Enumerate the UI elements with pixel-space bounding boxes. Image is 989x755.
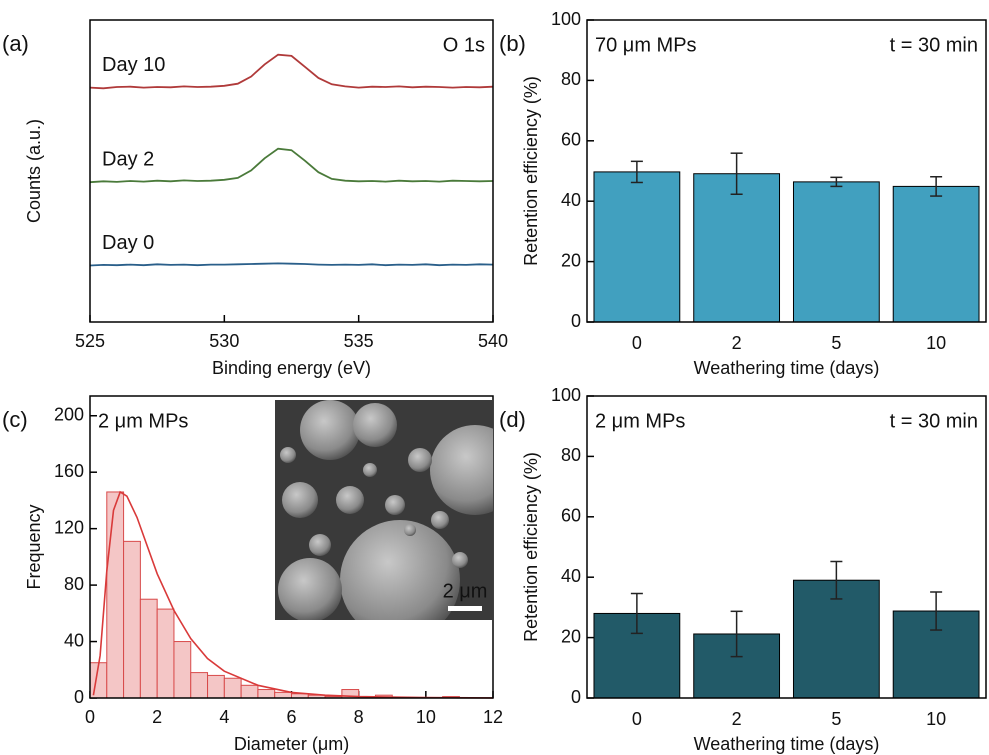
panel-label: (b) xyxy=(499,31,526,56)
y-tick-label: 20 xyxy=(561,626,581,646)
y-axis-label: Frequency xyxy=(24,504,44,589)
y-tick-label: 160 xyxy=(54,461,84,481)
x-tick-label: 10 xyxy=(416,707,436,727)
histogram-bar xyxy=(207,674,225,699)
series-label: Day 0 xyxy=(102,232,154,254)
histogram-bar xyxy=(274,691,293,699)
series-label: Day 2 xyxy=(102,148,154,170)
x-axis-label: Diameter (μm) xyxy=(234,734,349,754)
x-tick-label: 525 xyxy=(75,331,105,351)
histogram-bar xyxy=(173,641,192,699)
series-label: Day 10 xyxy=(102,54,165,76)
x-axis-label: Weathering time (days) xyxy=(694,358,880,378)
x-tick-label: 2 xyxy=(732,333,742,353)
fit-curve xyxy=(92,490,494,699)
annotation: 70 μm MPs xyxy=(595,34,697,56)
x-tick-label: 0 xyxy=(632,333,642,353)
x-tick-label: 8 xyxy=(354,707,364,727)
x-tick-label: 0 xyxy=(632,709,642,729)
histogram-bar xyxy=(106,491,125,699)
panel: 0 20 40 60 80 100 0 2 5 10 (d) 2 μm MPs t = 30 min We… xyxy=(499,385,987,754)
bar xyxy=(892,185,980,323)
histogram-bar xyxy=(257,689,276,699)
sem-inset xyxy=(275,400,493,620)
y-tick-label: 20 xyxy=(561,250,581,270)
y-tick-label: 60 xyxy=(561,506,581,526)
y-tick-label: 200 xyxy=(54,405,84,425)
x-tick-label: 2 xyxy=(732,709,742,729)
x-tick-label: 5 xyxy=(831,333,841,353)
y-axis-label: Retention efficiency (%) xyxy=(521,76,541,266)
y-tick-label: 40 xyxy=(64,630,84,650)
x-tick-label: 0 xyxy=(85,707,95,727)
histogram-bar xyxy=(190,672,209,699)
bar xyxy=(593,171,681,323)
y-tick-label: 100 xyxy=(551,9,581,29)
y-tick-label: 0 xyxy=(74,687,84,707)
panel: 0 20 40 60 80 100 0 2 5 10 (b) 70 μm MPs t = 30 min W… xyxy=(499,9,987,378)
x-axis-label: Binding energy (eV) xyxy=(212,358,371,378)
y-axis-label: Retention efficiency (%) xyxy=(521,452,541,642)
histogram-bar xyxy=(156,608,175,699)
plot-frame xyxy=(89,19,494,323)
histogram-bar xyxy=(139,598,158,699)
series-line xyxy=(89,53,494,90)
plot-frame xyxy=(586,395,987,699)
x-tick-label: 10 xyxy=(926,333,946,353)
y-tick-label: 80 xyxy=(561,69,581,89)
x-tick-label: 5 xyxy=(831,709,841,729)
panel-label: (c) xyxy=(2,407,28,432)
bar xyxy=(792,181,880,323)
y-tick-label: 40 xyxy=(561,566,581,586)
bar xyxy=(792,579,880,699)
y-tick-label: 120 xyxy=(54,517,84,537)
x-tick-label: 10 xyxy=(926,709,946,729)
y-tick-label: 100 xyxy=(551,385,581,405)
x-tick-label: 540 xyxy=(478,331,508,351)
x-axis-label: Weathering time (days) xyxy=(694,734,880,754)
panel: 525 530 535 540 Day 10 Day 2 Day 0 (a) O 1s Bindi… xyxy=(2,19,508,378)
y-tick-label: 80 xyxy=(561,445,581,465)
y-tick-label: 0 xyxy=(571,311,581,331)
histogram-bar xyxy=(240,684,259,699)
x-tick-label: 6 xyxy=(286,707,296,727)
annotation: 2 μm MPs xyxy=(595,410,685,432)
plot-frame xyxy=(586,19,987,323)
annotation: t = 30 min xyxy=(890,34,978,56)
annotation: t = 30 min xyxy=(890,410,978,432)
panel-label: (a) xyxy=(2,31,29,56)
histogram-bar xyxy=(223,677,242,699)
annotation: O 1s xyxy=(443,34,485,56)
series-line xyxy=(89,147,494,184)
x-tick-label: 4 xyxy=(219,707,229,727)
scale-label: 2 μm xyxy=(443,580,488,602)
y-tick-label: 80 xyxy=(64,574,84,594)
x-tick-label: 2 xyxy=(152,707,162,727)
histogram-bar xyxy=(123,540,141,699)
y-tick-label: 60 xyxy=(561,130,581,150)
x-tick-label: 535 xyxy=(344,331,374,351)
panel-label: (d) xyxy=(499,407,526,432)
y-tick-label: 40 xyxy=(561,190,581,210)
annotation: 2 μm MPs xyxy=(98,410,188,432)
panel: 0 40 80 120 160 200 0 2 4 6 8 10 12 (c) 2 μm MPs Diamet… xyxy=(2,395,503,754)
x-tick-label: 12 xyxy=(483,707,503,727)
series-line xyxy=(89,262,494,267)
y-tick-label: 0 xyxy=(571,687,581,707)
bar xyxy=(693,173,781,323)
x-tick-label: 530 xyxy=(209,331,239,351)
y-axis-label: Counts (a.u.) xyxy=(24,119,44,223)
